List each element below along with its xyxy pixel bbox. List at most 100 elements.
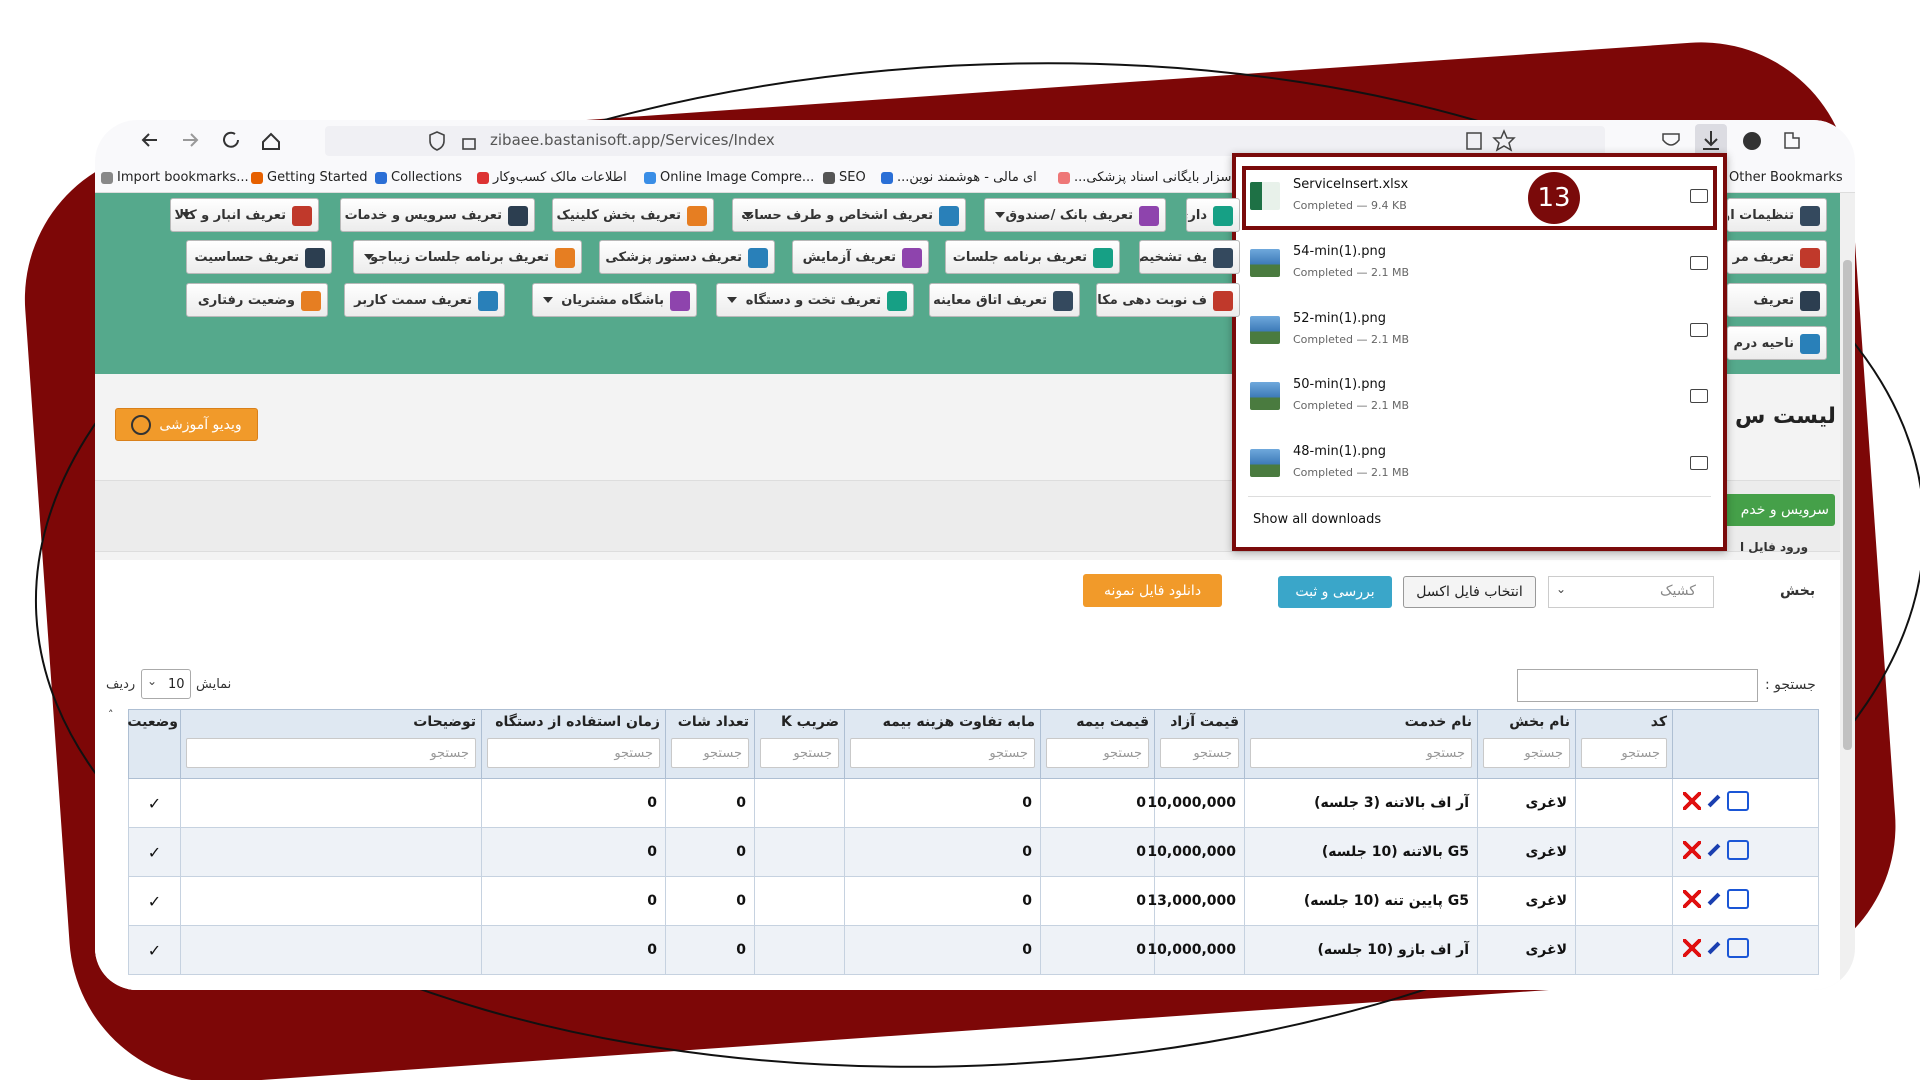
menu-button[interactable]: تعریف حساسیت <box>186 240 332 274</box>
column-header[interactable]: نام بخش جستجو <box>1477 709 1576 779</box>
edit-icon[interactable] <box>1727 938 1749 958</box>
menu-button[interactable]: تعریف تخت و دستگاه <box>716 283 914 317</box>
home-icon[interactable] <box>262 132 280 150</box>
menu-button[interactable]: تعریف آزمایش <box>792 240 929 274</box>
bookmark[interactable]: اطلاعات مالک کسب‌وکار <box>477 170 627 185</box>
folder-icon[interactable] <box>1690 322 1708 337</box>
header-label: مابه تفاوت هزینه بیمه <box>882 714 1035 730</box>
page-size-select[interactable] <box>141 669 191 699</box>
delete-icon[interactable] <box>1683 792 1701 810</box>
menu-button[interactable]: تنظیمات او <box>1727 198 1827 232</box>
folder-icon[interactable] <box>1690 255 1708 270</box>
bookmark[interactable]: Collections <box>375 170 462 185</box>
reader-icon[interactable] <box>1466 132 1482 150</box>
url-bar[interactable] <box>325 126 1605 156</box>
column-header[interactable]: توضیحات جستجو <box>180 709 482 779</box>
column-filter[interactable]: جستجو <box>1046 738 1149 768</box>
menu-button[interactable]: تعریف <box>1727 283 1827 317</box>
download-sample-button[interactable]: دانلود فایل نمونه <box>1083 574 1222 607</box>
menu-button[interactable]: تعریف برنامه جلسات <box>945 240 1120 274</box>
menu-button[interactable]: باشگاه مشتریان <box>532 283 697 317</box>
folder-icon[interactable] <box>1690 189 1708 203</box>
delete-icon[interactable] <box>1683 841 1701 859</box>
column-header[interactable]: تعداد شات جستجو <box>665 709 755 779</box>
menu-button[interactable]: تعریف برنامه جلسات زیباجو <box>353 240 582 274</box>
menu-button[interactable]: ناحیه درم <box>1727 326 1827 360</box>
column-filter[interactable]: جستجو <box>186 738 476 768</box>
forward-icon[interactable] <box>183 133 199 147</box>
scroll-up[interactable]: ˄ <box>108 708 114 721</box>
menu-button[interactable]: تعریف انبار و کالا <box>170 198 319 232</box>
section-select[interactable] <box>1548 576 1714 608</box>
pocket-icon[interactable] <box>1662 133 1680 146</box>
profile-icon[interactable] <box>1743 132 1761 150</box>
bookmark[interactable]: SEO <box>823 170 866 185</box>
menu-button[interactable]: یف تشخیص <box>1139 240 1240 274</box>
scrollbar-thumb[interactable] <box>1843 260 1852 750</box>
review-button[interactable]: بررسی و ثبت <box>1278 576 1392 608</box>
column-filter[interactable]: جستجو <box>1581 738 1667 768</box>
bookmark[interactable]: Getting Started <box>251 170 368 185</box>
delete-icon[interactable] <box>1683 939 1701 957</box>
other-bookmarks[interactable]: Other Bookmarks <box>1729 170 1843 185</box>
pencil-icon[interactable] <box>1707 794 1721 808</box>
folder-icon[interactable] <box>1690 456 1708 471</box>
reload-icon[interactable] <box>223 131 239 148</box>
column-header[interactable]: قیمت بیمه جستجو <box>1040 709 1155 779</box>
menu-button[interactable]: داری <box>1186 198 1240 232</box>
bookmark[interactable]: ...ای مالی - هوشمند نوین <box>881 170 1037 185</box>
url-text[interactable]: zibaee.bastanisoft.app/Services/Index <box>490 131 775 149</box>
menu-label: تعریف بانک /صندوق <box>1005 207 1133 223</box>
delete-icon[interactable] <box>1683 890 1701 908</box>
menu-button[interactable]: تعریف سرویس و خدمات <box>340 198 535 232</box>
bookmark[interactable]: Online Image Compre... <box>644 170 814 185</box>
pencil-icon[interactable] <box>1707 892 1721 906</box>
column-filter[interactable]: جستجو <box>760 738 839 768</box>
menu-button[interactable]: تعریف سمت کاربر <box>344 283 505 317</box>
image-icon <box>1250 315 1280 344</box>
column-header[interactable]: ضریب K جستجو <box>754 709 845 779</box>
menu-button[interactable]: تعریف مر <box>1727 240 1827 274</box>
star-icon[interactable] <box>1492 129 1516 152</box>
menu-button[interactable]: تعریف بخش کلینیک <box>552 198 714 232</box>
video-button[interactable]: ویدیو آموزشی <box>115 408 258 441</box>
menu-button[interactable]: وضعیت رفتاری <box>186 283 328 317</box>
column-filter[interactable]: جستجو <box>1160 738 1239 768</box>
edit-icon[interactable] <box>1727 840 1749 860</box>
edit-icon[interactable] <box>1727 791 1749 811</box>
column-filter[interactable]: جستجو <box>671 738 749 768</box>
column-filter[interactable]: جستجو <box>1250 738 1472 768</box>
column-filter[interactable]: جستجو <box>1483 738 1570 768</box>
table-cell: ✓ <box>128 876 181 926</box>
header-label: قیمت بیمه <box>1076 714 1149 730</box>
choose-file-button[interactable]: انتخاب فایل اکسل <box>1403 576 1536 608</box>
column-header[interactable]: وضعیت <box>127 709 181 779</box>
pencil-icon[interactable] <box>1707 941 1721 955</box>
menu-button[interactable]: تعریف اتاق معاینه <box>929 283 1080 317</box>
menu-button[interactable]: تعریف دستور پزشکی <box>599 240 775 274</box>
bookmark[interactable]: ...سزار بایگانی اسناد پزشکی <box>1058 170 1231 185</box>
column-filter[interactable]: جستجو <box>487 738 660 768</box>
menu-button[interactable]: تعریف بانک /صندوق <box>984 198 1166 232</box>
column-header[interactable]: نام خدمت جستجو <box>1244 709 1478 779</box>
add-service-button[interactable]: سرویس و خدم <box>1720 494 1835 526</box>
dropdown-caret <box>727 297 737 303</box>
show-all-downloads[interactable]: Show all downloads <box>1253 512 1382 527</box>
header-label: تعداد شات <box>677 714 749 730</box>
pencil-icon[interactable] <box>1707 843 1721 857</box>
search-input[interactable] <box>1517 669 1758 702</box>
column-header[interactable]: زمان استفاده از دستگاه جستجو <box>481 709 666 779</box>
edit-icon[interactable] <box>1727 889 1749 909</box>
column-header[interactable]: مابه تفاوت هزینه بیمه جستجو <box>844 709 1041 779</box>
filter-placeholder: جستجو <box>1193 745 1232 761</box>
column-header[interactable]: کد جستجو <box>1575 709 1673 779</box>
menu-button[interactable]: ف نوبت دهی مکانیزه <box>1096 283 1240 317</box>
folder-icon[interactable] <box>1690 389 1708 404</box>
bookmark[interactable]: Import bookmarks... <box>101 170 249 185</box>
extension-icon[interactable] <box>1784 132 1800 149</box>
back-icon[interactable] <box>141 133 157 147</box>
menu-button[interactable]: تعریف اشخاص و طرف حساب <box>732 198 966 232</box>
menu-icon <box>508 206 528 226</box>
column-header[interactable]: قیمت آزاد جستجو <box>1154 709 1245 779</box>
column-filter[interactable]: جستجو <box>850 738 1035 768</box>
